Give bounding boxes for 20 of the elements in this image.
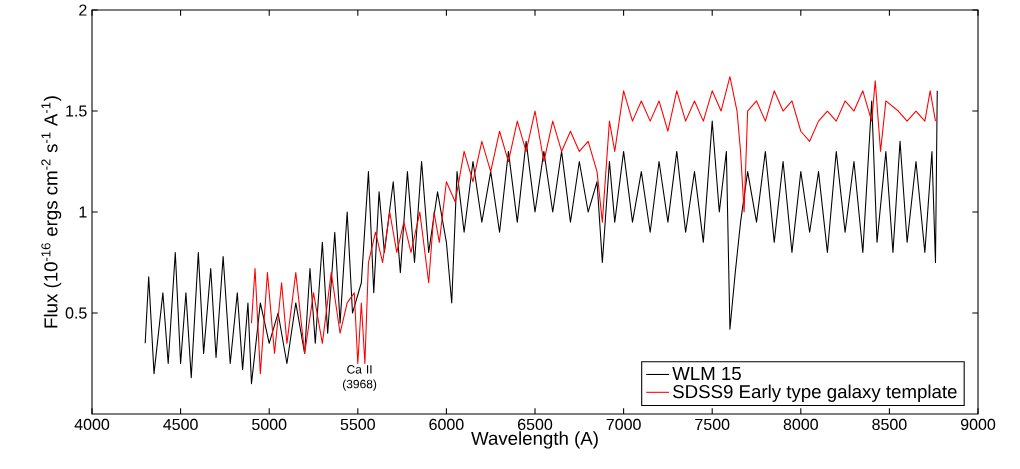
annotation: Ca II (3968) [342,365,377,391]
x-tick-label: 5500 [340,418,375,431]
x-tick-label: 4000 [74,418,110,431]
x-tick-label: 8000 [783,418,818,431]
x-tick-label: 7500 [695,418,730,431]
y-tick-label: 1.5 [66,105,87,117]
x-tick-label: 6500 [518,418,553,431]
text: Flux (10$^{-16}$ ergs cm$^{-2}$ s$^{-1}$ A$^{-1}$) [41,96,62,328]
x-tick-label: 5000 [252,418,287,431]
y-tick-label: 1 [79,206,87,218]
y-tick-label: 2 [79,4,87,16]
x-tick-label: 4500 [163,418,198,431]
x-tick-label: 7000 [606,418,641,431]
legend-label: SDSS9 Early type galaxy template [673,384,957,402]
x-axis-title: Wavelength (A) [471,431,598,449]
y-tick-label: 0.5 [65,307,87,319]
x-tick-label: 6000 [429,418,464,431]
x-tick-label: 8500 [872,418,907,431]
x-tick-label: 9000 [960,418,996,431]
legend-label: WLM 15 [672,367,741,381]
